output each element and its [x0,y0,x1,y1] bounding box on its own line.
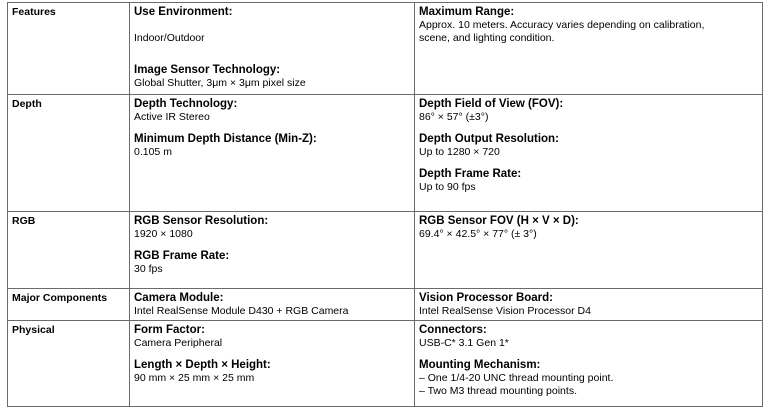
spec-label: Length × Depth × Height: [134,359,271,371]
spec-cell-left: RGB Sensor Resolution: 1920 × 1080 RGB F… [129,211,415,289]
spec-value: Approx. 10 meters. Accuracy varies depen… [419,19,705,31]
spec-label: Camera Module: [134,292,224,304]
spec-label: Depth Field of View (FOV): [419,98,564,110]
spec-cell-left: Use Environment: Indoor/Outdoor Image Se… [129,2,415,95]
category-cell: RGB [7,211,130,289]
spec-label: RGB Sensor FOV (H × V × D): [419,215,579,227]
spec-value: 1920 × 1080 [134,228,193,240]
spec-label: Form Factor: [134,324,205,336]
spec-label: Maximum Range: [419,6,515,18]
category-cell: Features [7,2,130,95]
table-row: Depth Depth Technology: Active IR Stereo… [7,94,763,212]
spec-value: Up to 90 fps [419,181,476,193]
spec-value: 90 mm × 25 mm × 25 mm [134,372,255,384]
spec-value: Intel RealSense Module D430 + RGB Camera [134,305,349,317]
table-row: Features Use Environment: Indoor/Outdoor… [7,2,763,95]
spec-cell-left: Form Factor: Camera Peripheral Length × … [129,320,415,407]
spec-value: 69.4° × 42.5° × 77° (± 3°) [419,228,537,240]
spec-value: 0.105 m [134,146,172,158]
spec-value: – Two M3 thread mounting points. [419,385,577,397]
spec-value: Global Shutter, 3μm × 3μm pixel size [134,77,306,89]
spec-value: Intel RealSense Vision Processor D4 [419,305,591,317]
spec-cell-left: Camera Module: Intel RealSense Module D4… [129,288,415,321]
spec-value: scene, and lighting condition. [419,32,555,44]
spec-label: Use Environment: [134,6,233,18]
spec-value: Camera Peripheral [134,337,223,349]
category-cell: Depth [7,94,130,212]
spec-label: Depth Technology: [134,98,238,110]
table-row: Physical Form Factor: Camera Peripheral … [7,320,763,407]
spec-value: Up to 1280 × 720 [419,146,500,158]
spec-label: Depth Output Resolution: [419,133,559,145]
spec-cell-right: Connectors: USB‑C* 3.1 Gen 1* Mounting M… [414,320,763,407]
spec-value: – One 1/4‑20 UNC thread mounting point. [419,372,614,384]
spec-value: 30 fps [134,263,163,275]
spec-value: 86° × 57° (±3°) [419,111,489,123]
spec-value: Indoor/Outdoor [134,32,205,44]
category-cell: Major Components [7,288,130,321]
spec-label: Connectors: [419,324,487,336]
spec-label: Vision Processor Board: [419,292,553,304]
spec-value: Active IR Stereo [134,111,210,123]
spec-cell-right: Depth Field of View (FOV): 86° × 57° (±3… [414,94,763,212]
table-row: Major Components Camera Module: Intel Re… [7,288,763,321]
spec-label: RGB Frame Rate: [134,250,230,262]
category-cell: Physical [7,320,130,407]
spec-cell-left: Depth Technology: Active IR Stereo Minim… [129,94,415,212]
spec-label: Mounting Mechanism: [419,359,541,371]
spec-value: USB‑C* 3.1 Gen 1* [419,337,509,349]
spec-label: Depth Frame Rate: [419,168,522,180]
spec-table: Features Use Environment: Indoor/Outdoor… [7,2,763,407]
spec-label: Minimum Depth Distance (Min-Z): [134,133,317,145]
spec-cell-right: Maximum Range: Approx. 10 meters. Accura… [414,2,763,95]
table-row: RGB RGB Sensor Resolution: 1920 × 1080 R… [7,211,763,289]
spec-cell-right: Vision Processor Board: Intel RealSense … [414,288,763,321]
spec-label: Image Sensor Technology: [134,64,281,76]
spec-label: RGB Sensor Resolution: [134,215,269,227]
spec-cell-right: RGB Sensor FOV (H × V × D): 69.4° × 42.5… [414,211,763,289]
